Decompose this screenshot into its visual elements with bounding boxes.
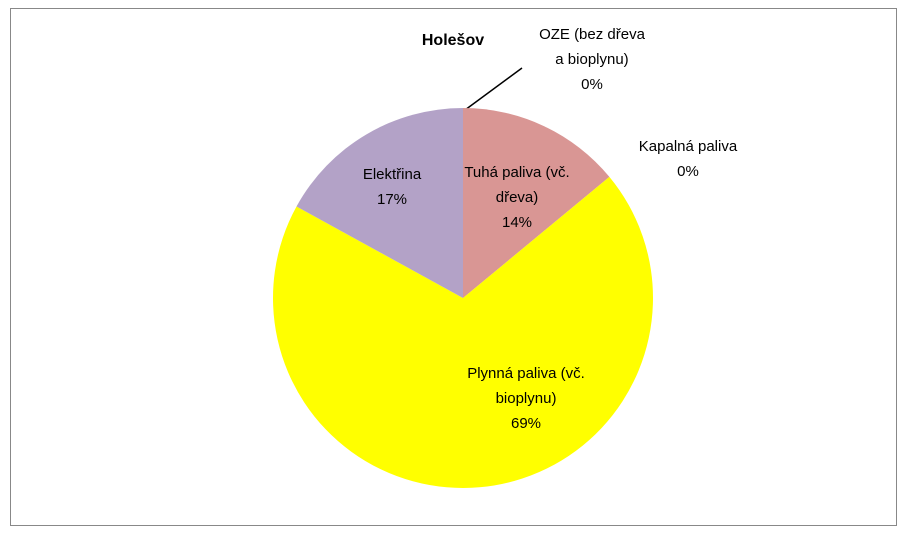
pie-slice bbox=[296, 108, 463, 298]
category-label: Tuhá paliva (vč. dřeva) bbox=[464, 164, 570, 206]
value-label: 0% bbox=[581, 76, 603, 93]
pie-slice bbox=[463, 108, 610, 298]
slice-label: Elektřina 17% bbox=[342, 162, 442, 212]
slice-label: Kapalná paliva 0% bbox=[608, 134, 768, 184]
slice-label: Plynná paliva (vč. bioplynu) 69% bbox=[456, 361, 596, 436]
category-label: Plynná paliva (vč. bioplynu) bbox=[467, 365, 585, 407]
slice-label: Tuhá paliva (vč. dřeva) 14% bbox=[461, 160, 573, 235]
chart-frame bbox=[10, 8, 897, 526]
value-label: 17% bbox=[376, 191, 408, 208]
value-label: 14% bbox=[501, 214, 533, 231]
category-label: Kapalná paliva bbox=[638, 138, 738, 155]
leader-line bbox=[464, 67, 523, 111]
category-label: Elektřina bbox=[362, 166, 422, 183]
slice-label: OZE (bez dřeva a bioplynu) 0% bbox=[535, 22, 649, 97]
pie-slice bbox=[273, 176, 653, 488]
value-label: 0% bbox=[677, 163, 699, 180]
category-label: OZE (bez dřeva a bioplynu) bbox=[539, 26, 645, 68]
chart-title: Holešov bbox=[421, 32, 485, 49]
value-label: 69% bbox=[510, 415, 542, 432]
